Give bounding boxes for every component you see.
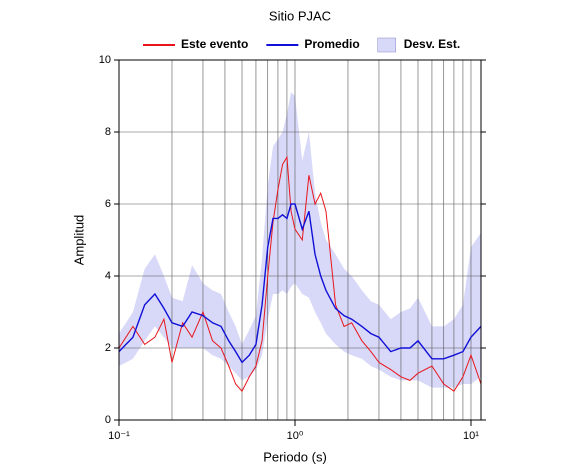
legend-label: Desv. Est. (404, 37, 460, 51)
series-line (118, 203, 482, 364)
y-tick-label: 10 (99, 54, 111, 66)
band-layer (119, 92, 481, 388)
x-tick-label: 10¹ (463, 430, 479, 442)
chart-title: Sitio PJAC (269, 8, 331, 23)
y-tick-label: 2 (105, 342, 111, 354)
y-tick-label: 6 (105, 198, 111, 210)
plot-frame (118, 59, 482, 421)
y-tick-label: 0 (105, 414, 111, 426)
std-band (119, 92, 481, 388)
legend-label: Promedio (304, 37, 359, 51)
series-line (118, 155, 482, 393)
legend-label: Este evento (181, 37, 248, 51)
y-tick-label: 8 (105, 126, 111, 138)
y-tick-label: 4 (105, 270, 111, 282)
line-layer (118, 155, 482, 393)
legend-swatch (377, 37, 396, 53)
y-axis-label: Amplitud (71, 215, 86, 266)
x-axis-label: Periodo (s) (263, 449, 327, 464)
x-tick-label: 10⁻¹ (108, 430, 130, 442)
x-tick-label: 10⁰ (287, 430, 304, 442)
